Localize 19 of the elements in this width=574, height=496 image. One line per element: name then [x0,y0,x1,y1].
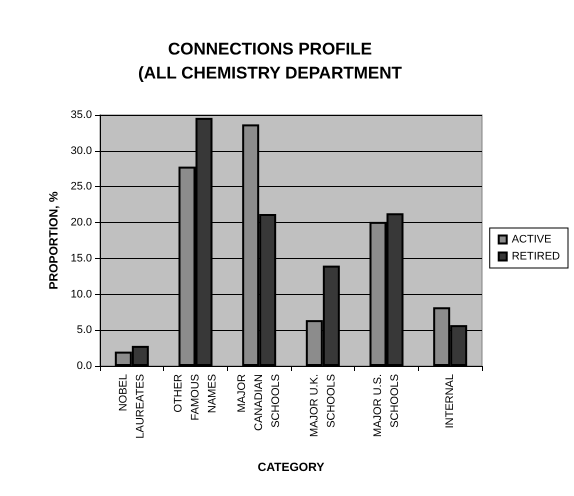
y-tick-label: 30.0 [70,144,92,157]
x-tick-label: MAJOR U.K. SCHOOLS [308,374,338,437]
y-tick-label: 0.0 [76,360,92,372]
y-tick-label: 15.0 [70,252,92,264]
y-tick-label: 35.0 [70,109,92,121]
y-tick-label: 10.0 [70,288,92,300]
y-tick-label: 20.0 [70,216,92,229]
legend-label: RETIRED [512,250,560,262]
chart-title: CONNECTIONS PROFILE (ALL CHEMISTRY DEPARTMENT [138,40,403,82]
x-tick-label: MAJOR U.S. SCHOOLS [372,374,401,437]
x-tick-label: INTERNAL [444,374,456,428]
legend-label: ACTIVE [512,234,552,246]
x-axis-title: CATEGORY [258,460,324,474]
y-tick-label: 25.0 [70,180,92,193]
y-tick-label: 5.0 [76,324,92,336]
x-tick-label: OTHER FAMOUS NAMES [172,374,218,420]
x-tick-label: NOBEL LAUREATES [117,374,146,439]
x-tick-label: MAJOR CANADIAN SCHOOLS [236,374,282,431]
y-axis-title: PROPORTION, % [46,191,61,290]
